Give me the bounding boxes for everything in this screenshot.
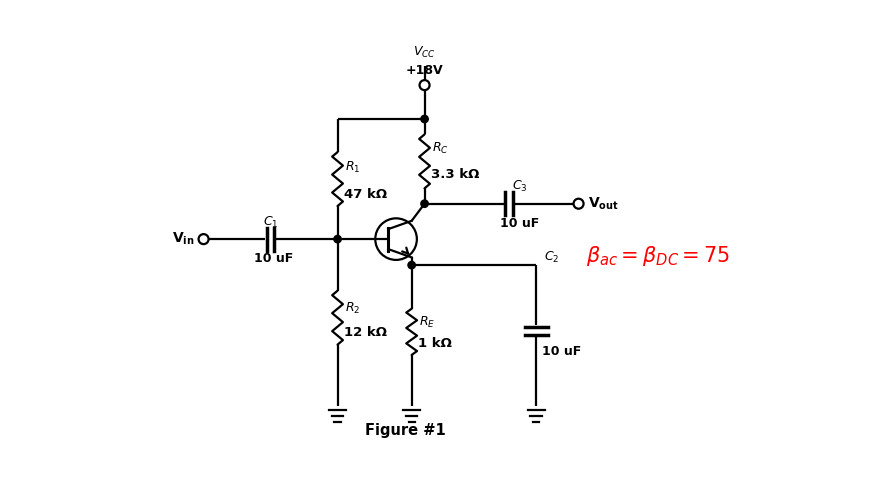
Text: 12 kΩ: 12 kΩ (344, 326, 386, 339)
Text: $C_2$: $C_2$ (544, 250, 560, 266)
Text: 47 kΩ: 47 kΩ (344, 187, 387, 201)
Text: 1 kΩ: 1 kΩ (418, 337, 452, 350)
Text: $\beta_{ac} = \beta_{DC} = 75$: $\beta_{ac} = \beta_{DC} = 75$ (586, 244, 730, 268)
Text: $R_2$: $R_2$ (346, 300, 361, 316)
Text: 3.3 kΩ: 3.3 kΩ (431, 168, 479, 181)
Text: Figure #1: Figure #1 (365, 423, 446, 438)
Text: 10 uF: 10 uF (254, 252, 293, 265)
Circle shape (408, 262, 415, 269)
Text: 10 uF: 10 uF (543, 345, 582, 358)
Text: $R_C$: $R_C$ (432, 141, 449, 156)
Text: 10 uF: 10 uF (500, 217, 539, 230)
Text: $R_1$: $R_1$ (346, 160, 361, 175)
Circle shape (334, 235, 341, 243)
Circle shape (421, 115, 428, 122)
Text: +18V: +18V (406, 65, 444, 78)
Circle shape (421, 200, 428, 208)
Text: $C_3$: $C_3$ (512, 179, 527, 194)
Text: $R_E$: $R_E$ (419, 314, 436, 330)
Text: $\mathbf{V_{in}}$: $\mathbf{V_{in}}$ (171, 231, 194, 247)
Text: $\mathbf{V_{out}}$: $\mathbf{V_{out}}$ (588, 196, 619, 212)
Text: $C_1$: $C_1$ (263, 215, 278, 230)
Text: $V_{CC}$: $V_{CC}$ (413, 45, 436, 60)
